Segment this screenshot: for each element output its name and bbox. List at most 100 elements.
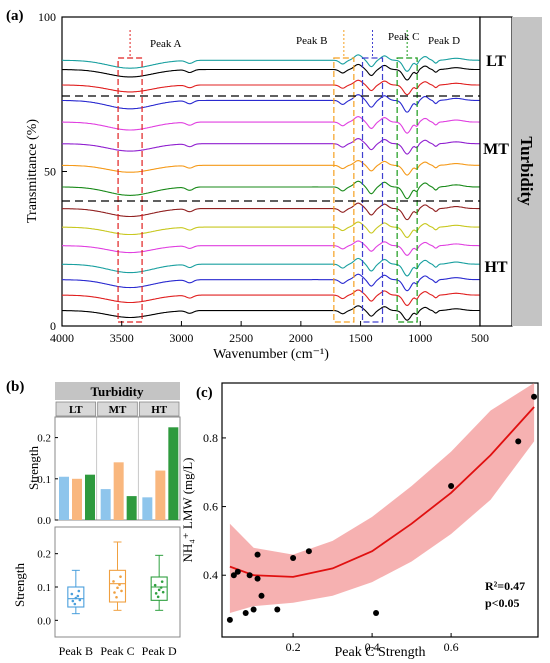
spectrum-line-6 bbox=[62, 221, 480, 239]
turbidity-side-bar bbox=[512, 17, 542, 326]
panel-b-bar-yticks: 0.0 0.1 0.2 bbox=[37, 433, 58, 527]
panel-b-box-frame bbox=[54, 526, 181, 638]
group-header-label-HT: HT bbox=[151, 404, 168, 416]
jitter-peak-c-7 bbox=[120, 589, 123, 593]
spectrum-line-13 bbox=[62, 79, 480, 96]
panel-a-x-ticks: 4000 3500 3000 2500 2000 1500 1000 500 bbox=[50, 321, 489, 345]
confidence-band bbox=[229, 383, 535, 613]
y-tick-label-50: 50 bbox=[44, 165, 56, 179]
scatter-point-13 bbox=[373, 609, 380, 616]
group-label-lt: LT bbox=[486, 53, 506, 70]
jitter-peak-d-6 bbox=[153, 583, 157, 587]
scatter-point-14 bbox=[448, 482, 455, 489]
jitter-peak-b-7 bbox=[78, 598, 82, 602]
box-peak-c bbox=[108, 569, 127, 603]
spectrum-line-10 bbox=[62, 138, 480, 155]
spectrum-line-3 bbox=[62, 273, 480, 292]
spectrum-line-2 bbox=[62, 289, 480, 307]
x-tick-label-4000: 4000 bbox=[50, 331, 74, 345]
group-label-mt: MT bbox=[483, 141, 509, 158]
bar-LT-3 bbox=[85, 474, 95, 520]
x-tick-label-3000: 3000 bbox=[169, 331, 193, 345]
panel-c-x-ticks: 0.2 0.4 0.6 bbox=[286, 633, 459, 654]
panel-b-box-xlabels: Peak B Peak C Peak D bbox=[59, 644, 177, 658]
c-xtick-label-0.4: 0.4 bbox=[365, 640, 380, 654]
panel-c-frame bbox=[221, 382, 539, 638]
fit-line bbox=[229, 406, 535, 578]
bar-HT-1 bbox=[142, 497, 153, 520]
jitter-peak-b-2 bbox=[76, 594, 80, 598]
peak-box-1 bbox=[117, 57, 143, 323]
panel-c-xlabel: Peak C Strength bbox=[335, 645, 426, 660]
c-ytick-label-0.6: 0.6 bbox=[203, 500, 218, 514]
spectrum-line-1 bbox=[62, 305, 480, 321]
panel-a-y-ticks: 0 50 100 bbox=[38, 10, 67, 333]
bar-LT-2 bbox=[72, 478, 82, 520]
jitter-peak-d-2 bbox=[159, 586, 163, 589]
bar-LT-1 bbox=[59, 476, 69, 520]
group-header-HT bbox=[138, 401, 180, 417]
jitter-peak-b-4 bbox=[77, 589, 81, 593]
bar-MT-1 bbox=[100, 489, 111, 520]
x-tick-label-2500: 2500 bbox=[229, 331, 253, 345]
scatter-point-15 bbox=[515, 438, 522, 445]
c-xtick-label-0.6: 0.6 bbox=[444, 640, 459, 654]
group-label-ht: HT bbox=[484, 259, 507, 276]
c-ytick-label-0.4: 0.4 bbox=[203, 568, 218, 582]
scatter-point-1 bbox=[226, 616, 233, 623]
bar-MT-3 bbox=[126, 496, 137, 520]
panel-a-label: (a) bbox=[6, 8, 24, 24]
peak-box-3 bbox=[361, 57, 384, 323]
panel-b-bar-ylabel: Strength bbox=[26, 445, 41, 490]
scatter-point-12 bbox=[305, 548, 312, 555]
group-label-box bbox=[479, 16, 513, 327]
scatter-point-4 bbox=[242, 609, 249, 616]
panel-b-box-ylabel: Strength bbox=[12, 562, 27, 607]
x-tick-label-2000: 2000 bbox=[289, 331, 313, 345]
jitter-peak-d-5 bbox=[157, 588, 161, 592]
panel-a-ylabel: Transmittance (%) bbox=[25, 119, 40, 223]
spectrum-line-12 bbox=[62, 94, 480, 113]
jitter-peak-c-2 bbox=[118, 583, 121, 586]
panel-b-boxes bbox=[67, 541, 168, 615]
scatter-point-3 bbox=[234, 568, 241, 575]
peak-label-4: Peak D bbox=[428, 35, 460, 47]
bar-ytick-label-0.0: 0.0 bbox=[37, 515, 51, 527]
spectrum-line-5 bbox=[62, 240, 480, 256]
bar-ytick-label-0.1: 0.1 bbox=[37, 474, 51, 486]
y-tick-label-0: 0 bbox=[50, 319, 56, 333]
scatter-point-11 bbox=[290, 555, 297, 562]
jitter-peak-c-6 bbox=[112, 580, 115, 583]
panel-b-group-headers: LT MT HT bbox=[55, 401, 180, 520]
jitter-peak-c-4 bbox=[119, 575, 122, 578]
bar-HT-3 bbox=[168, 427, 179, 520]
panel-a-xlabel: Wavenumber (cm⁻¹) bbox=[213, 347, 329, 362]
jitter-peak-d-3 bbox=[156, 595, 160, 599]
jitter-peak-d-1 bbox=[154, 592, 158, 595]
bar-MT-2 bbox=[113, 462, 124, 520]
x-tick-label-3500: 3500 bbox=[110, 331, 134, 345]
panel-c-label: (c) bbox=[196, 385, 213, 401]
box-peak-d bbox=[150, 576, 168, 601]
y-tick-label-100: 100 bbox=[38, 10, 56, 24]
box-xlabel-peak-b: Peak B bbox=[59, 644, 93, 658]
group-header-label-MT: MT bbox=[109, 404, 127, 416]
scatter-point-2 bbox=[230, 572, 237, 579]
spectrum-line-9 bbox=[62, 160, 480, 176]
panel-a-plot: Peak A Peak B Peak C Peak D 4000 3500 3000 250… bbox=[38, 10, 512, 345]
peak-label-3: Peak C bbox=[388, 31, 419, 43]
jitter-peak-c-3 bbox=[115, 595, 118, 599]
spectrum-line-4 bbox=[62, 257, 480, 277]
panel-b-bars bbox=[59, 427, 179, 520]
panel-b-title-bar bbox=[55, 382, 180, 400]
x-tick-label-1000: 1000 bbox=[408, 331, 432, 345]
box-peak-b bbox=[67, 586, 85, 608]
spectrum-line-14 bbox=[62, 63, 480, 81]
x-tick-label-1500: 1500 bbox=[349, 331, 373, 345]
box-ytick-label-0.0: 0.0 bbox=[37, 615, 51, 627]
jitter-peak-c-5 bbox=[116, 586, 119, 590]
box-xlabel-peak-d: Peak D bbox=[142, 644, 177, 658]
panel-c-plot bbox=[226, 383, 538, 623]
peak-box-4 bbox=[396, 57, 418, 323]
